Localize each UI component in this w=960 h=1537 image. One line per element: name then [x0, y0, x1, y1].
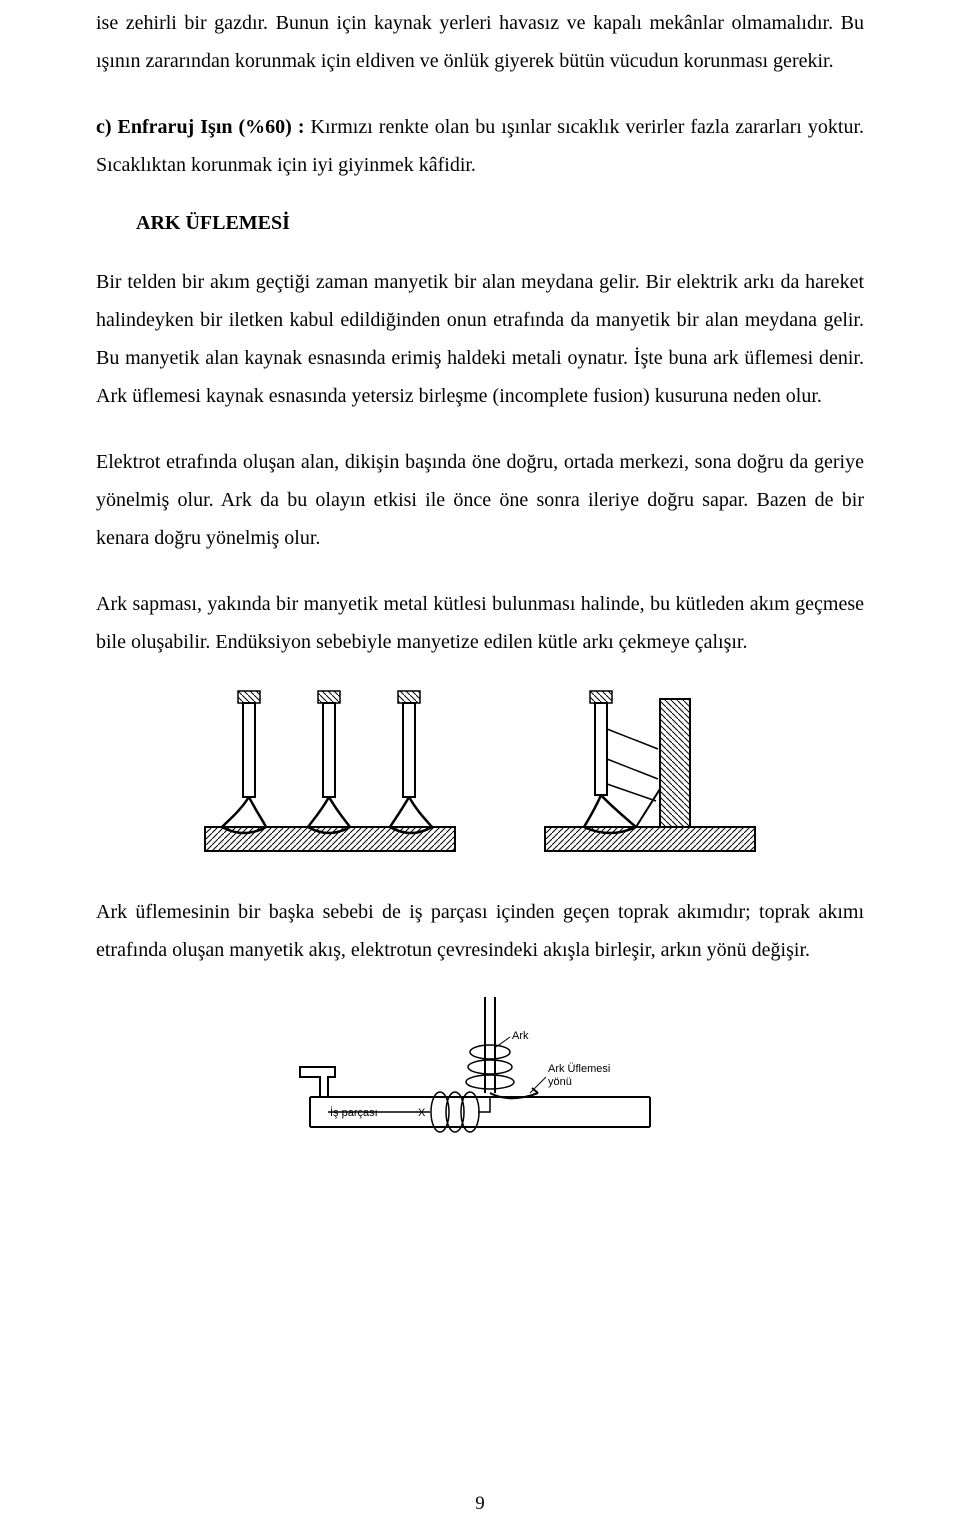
paragraph-2: c) Enfraruj Işın (%60) : Kırmızı renkte … [96, 108, 864, 184]
paragraph-6: Ark üflemesinin bir başka sebebi de iş p… [96, 893, 864, 969]
document-page: ise zehirli bir gazdır. Bunun için kayna… [0, 0, 960, 1537]
label-ark: Ark [512, 1030, 529, 1042]
paragraph-5: Ark sapması, yakında bir manyetik metal … [96, 585, 864, 661]
arc-blow-diagram-left [200, 689, 460, 859]
label-x: X [418, 1107, 426, 1119]
page-number: 9 [0, 1493, 960, 1515]
ground-current-diagram: Ark Ark Üflemesi yönü İş parçası X [290, 997, 670, 1162]
paragraph-3: Bir telden bir akım geçtiği zaman manyet… [96, 263, 864, 415]
figure-row-2: Ark Ark Üflemesi yönü İş parçası X [96, 997, 864, 1162]
paragraph-4: Elektrot etrafında oluşan alan, dikişin … [96, 443, 864, 557]
label-is-parcasi: İş parçası [330, 1106, 378, 1119]
paragraph-2-bold: c) Enfraruj Işın (%60) : [96, 116, 305, 138]
section-heading: ARK ÜFLEMESİ [136, 212, 864, 235]
figure-row-1 [96, 689, 864, 859]
paragraph-1: ise zehirli bir gazdır. Bunun için kayna… [96, 4, 864, 80]
label-yonu: yönü [548, 1076, 572, 1088]
arc-blow-diagram-right [540, 689, 760, 859]
label-uflemesi: Ark Üflemesi [548, 1063, 610, 1075]
